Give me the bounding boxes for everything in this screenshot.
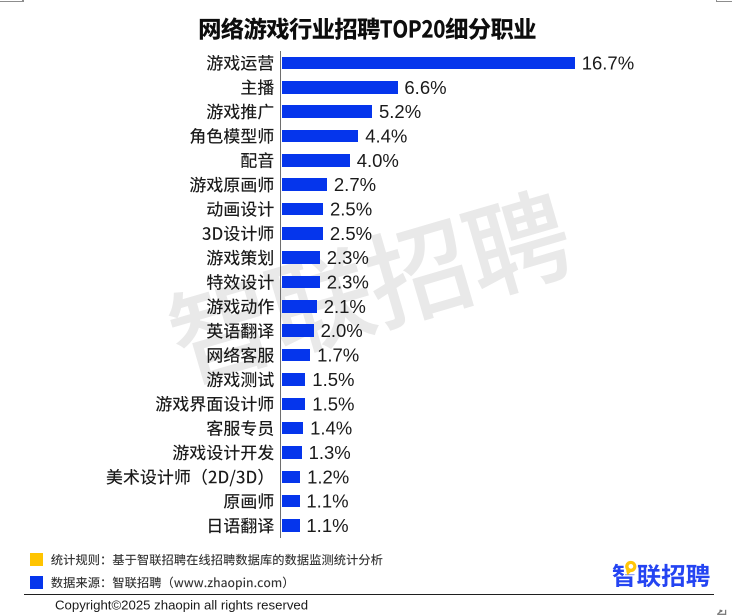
svg-text:2.0%: 2.0% — [321, 320, 363, 341]
svg-text:1.7%: 1.7% — [317, 345, 359, 366]
svg-text:16.7%: 16.7% — [582, 52, 634, 73]
svg-text:2.1%: 2.1% — [324, 296, 366, 317]
svg-text:2.5%: 2.5% — [330, 199, 372, 220]
svg-text:2.5%: 2.5% — [330, 223, 372, 244]
svg-text:1.3%: 1.3% — [309, 442, 351, 463]
svg-text:1.5%: 1.5% — [312, 369, 354, 390]
svg-text:2.3%: 2.3% — [327, 247, 369, 268]
svg-text:4.0%: 4.0% — [357, 150, 399, 171]
svg-text:6.6%: 6.6% — [404, 77, 446, 98]
svg-text:5.2%: 5.2% — [379, 101, 421, 122]
svg-text:2.3%: 2.3% — [327, 272, 369, 293]
svg-text:Copyright©2025 zhaopin all rig: Copyright©2025 zhaopin all rights reserv… — [55, 598, 308, 613]
svg-text:4.4%: 4.4% — [365, 126, 407, 147]
svg-text:1.1%: 1.1% — [306, 515, 348, 536]
svg-text:1.1%: 1.1% — [306, 491, 348, 512]
svg-text:1.5%: 1.5% — [312, 393, 354, 414]
svg-text:1.2%: 1.2% — [307, 466, 349, 487]
svg-text:2.7%: 2.7% — [334, 174, 376, 195]
svg-text:1.4%: 1.4% — [310, 418, 352, 439]
